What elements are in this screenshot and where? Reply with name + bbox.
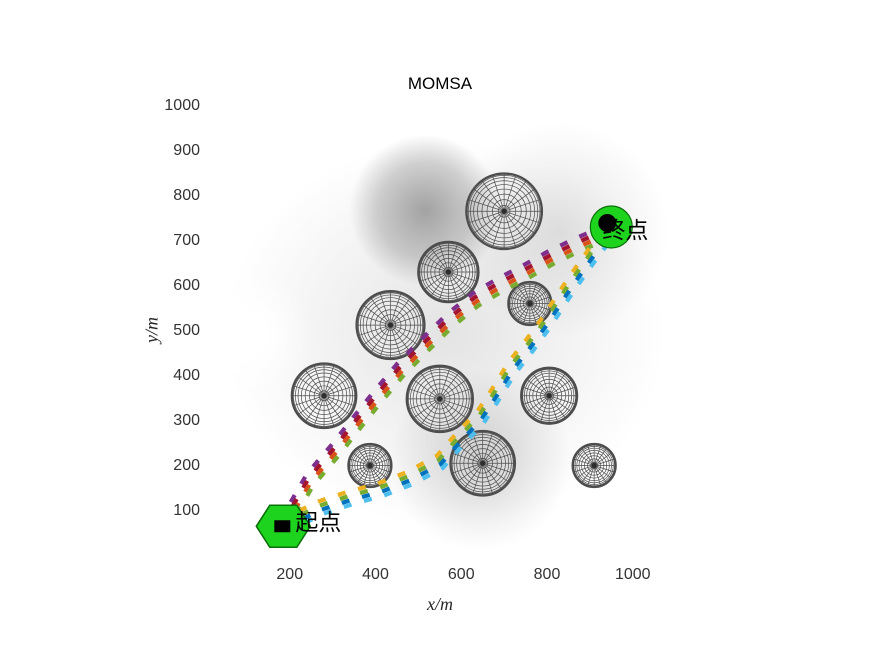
- x-tick-label: 1000: [614, 566, 651, 583]
- uav-path-4: [284, 231, 616, 534]
- obstacle-sphere: [507, 280, 553, 327]
- chart-title: MOMSA: [407, 74, 473, 93]
- x-tick-label: 800: [533, 566, 561, 583]
- obstacle-sphere: [571, 442, 617, 489]
- end-point-label: 终点: [602, 218, 649, 243]
- x-axis-label: x/m: [427, 594, 453, 614]
- obstacle-sphere: [520, 366, 579, 425]
- obstacle-sphere: [465, 172, 544, 251]
- uav-path-2: [280, 223, 612, 526]
- obstacle-sphere: [347, 442, 393, 489]
- uav-path-6: [281, 223, 613, 527]
- start-marker: [255, 504, 312, 549]
- y-tick-label: 500: [173, 321, 200, 339]
- obstacle-sphere: [405, 364, 475, 434]
- y-tick-label: 900: [173, 141, 200, 159]
- obstacle-sphere: [417, 240, 480, 304]
- x-tick-label: 600: [447, 566, 475, 583]
- uav-path-8: [285, 231, 617, 535]
- y-tick-label: 700: [173, 231, 200, 249]
- x-tick-label: 400: [362, 566, 389, 583]
- uav-path-5: [279, 219, 611, 523]
- uav-path-7: [283, 227, 615, 531]
- obstacle-sphere: [290, 362, 358, 430]
- uav-path-1: [278, 219, 610, 522]
- end-marker: [589, 205, 633, 249]
- y-axis-label: y/m: [141, 317, 162, 343]
- y-tick-label: 200: [173, 456, 200, 474]
- y-tick-label: 100: [173, 501, 200, 519]
- obstacle-sphere: [449, 429, 517, 497]
- y-tick-label: 400: [173, 366, 200, 384]
- x-tick-label: 200: [276, 566, 304, 583]
- y-tick-label: 1000: [164, 96, 200, 114]
- y-tick-label: 300: [173, 411, 200, 429]
- start-point-label: 起点: [295, 510, 342, 536]
- y-tick-label: 600: [173, 276, 200, 294]
- obstacle-sphere: [355, 290, 426, 361]
- uav-path-3: [282, 227, 614, 530]
- y-tick-label: 800: [173, 186, 200, 204]
